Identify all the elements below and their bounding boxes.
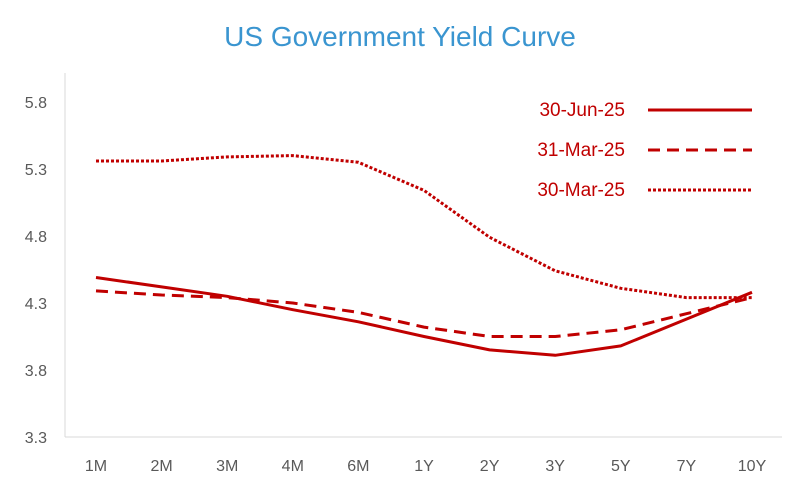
x-tick-label: 1M bbox=[85, 458, 107, 475]
x-tick-label: 10Y bbox=[738, 458, 767, 475]
y-tick-label: 5.8 bbox=[25, 95, 47, 112]
legend-label: 30-Jun-25 bbox=[539, 100, 625, 121]
legend-label: 31-Mar-25 bbox=[537, 140, 625, 161]
y-tick-label: 3.8 bbox=[25, 363, 47, 380]
y-axis-ticks: 3.3 3.8 4.3 4.8 5.3 5.8 bbox=[25, 95, 47, 447]
x-tick-label: 3Y bbox=[545, 458, 565, 475]
y-tick-label: 5.3 bbox=[25, 162, 47, 179]
y-tick-label: 4.3 bbox=[25, 296, 47, 313]
x-tick-label: 2Y bbox=[480, 458, 500, 475]
x-tick-label: 3M bbox=[216, 458, 238, 475]
legend: 30-Jun-25 31-Mar-25 30-Mar-25 bbox=[537, 100, 752, 201]
x-axis-ticks: 1M 2M 3M 4M 6M 1Y 2Y 3Y 5Y 7Y 10Y bbox=[85, 458, 767, 475]
series-line-dotted bbox=[96, 154, 752, 300]
x-tick-label: 1Y bbox=[414, 458, 434, 475]
x-tick-label: 7Y bbox=[677, 458, 697, 475]
series-line-solid bbox=[95, 276, 753, 357]
x-tick-label: 5Y bbox=[611, 458, 631, 475]
x-tick-label: 4M bbox=[282, 458, 304, 475]
y-tick-label: 3.3 bbox=[25, 430, 47, 447]
legend-label: 30-Mar-25 bbox=[537, 180, 625, 201]
x-tick-label: 2M bbox=[150, 458, 172, 475]
series-lines bbox=[95, 154, 753, 357]
series-line-dashed bbox=[95, 289, 753, 338]
y-tick-label: 4.8 bbox=[25, 229, 47, 246]
x-tick-label: 6M bbox=[347, 458, 369, 475]
chart-title: US Government Yield Curve bbox=[224, 21, 576, 52]
